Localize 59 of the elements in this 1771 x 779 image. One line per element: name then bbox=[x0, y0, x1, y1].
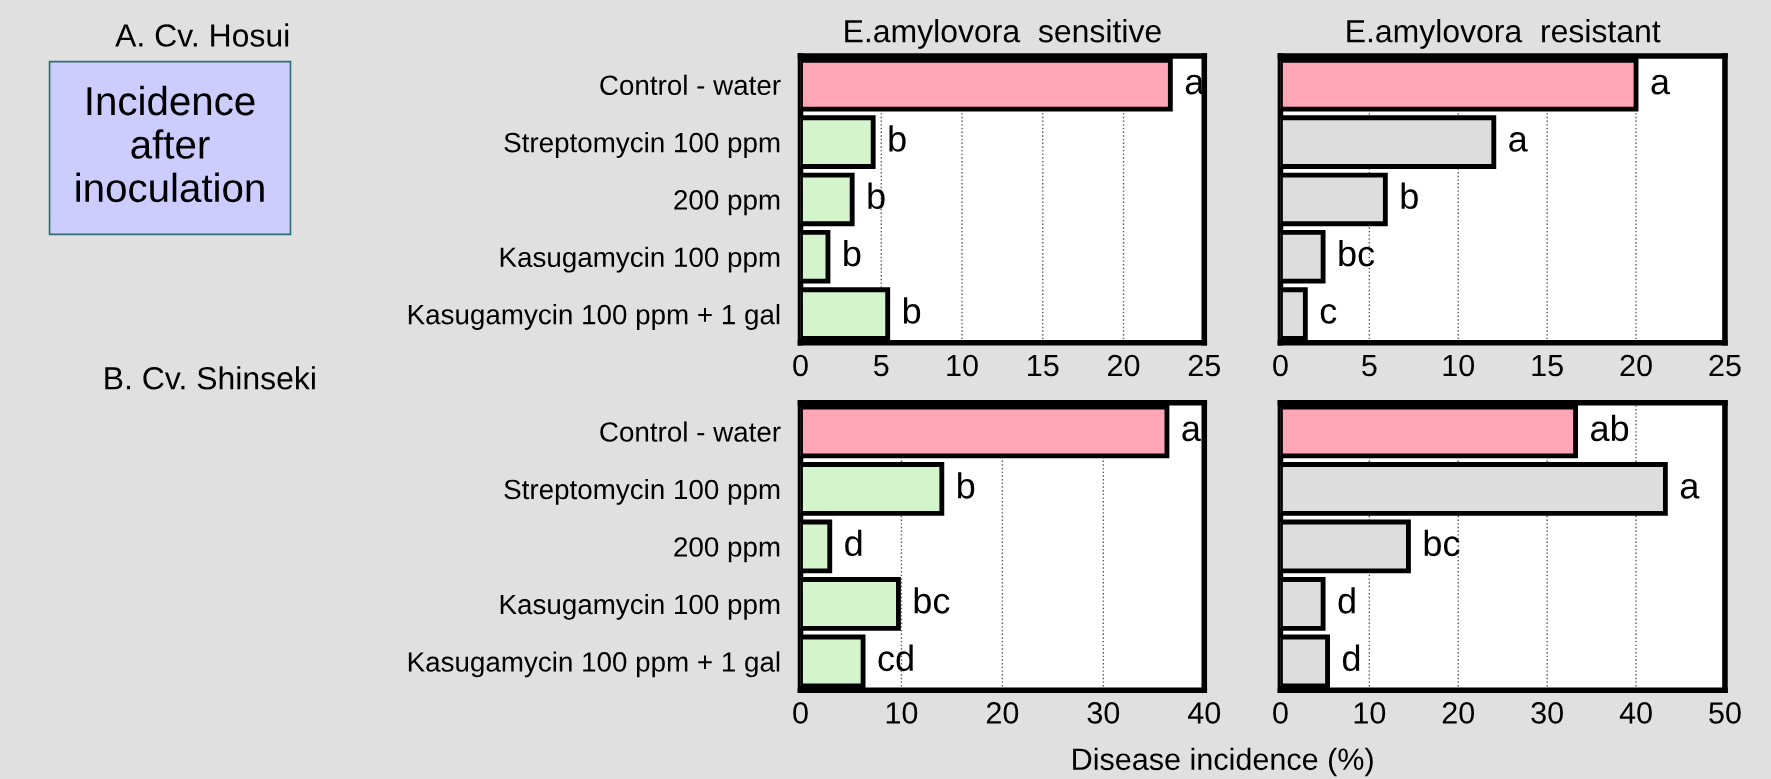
x-tick-label: 0 bbox=[1273, 702, 1288, 724]
data-label: c bbox=[1320, 304, 1337, 324]
x-tick-label: 30 bbox=[1087, 702, 1120, 724]
y-tick-label: Control - water bbox=[600, 421, 781, 442]
x-tick-label: 40 bbox=[1619, 702, 1652, 724]
data-label: b bbox=[868, 182, 885, 210]
data-label: b bbox=[903, 297, 921, 324]
x-tick-label: 0 bbox=[793, 354, 808, 377]
y-tick-label: 200 ppm bbox=[674, 190, 780, 216]
data-label: bc bbox=[1424, 529, 1460, 557]
x-tick-label: 15 bbox=[1028, 354, 1059, 377]
y-tick-label: Kasugamycin 100 ppm bbox=[500, 246, 780, 273]
text: Incidence after inoculation bbox=[76, 85, 264, 203]
x-tick-label: 10 bbox=[1354, 702, 1386, 724]
x-tick-label: 20 bbox=[1108, 354, 1140, 377]
data-label: b bbox=[958, 472, 975, 499]
x-tick-label: 0 bbox=[1273, 354, 1288, 377]
x-tick-label: 25 bbox=[1188, 354, 1220, 377]
data-label: cd bbox=[878, 644, 913, 672]
chart-title: E.amylovora resistant bbox=[1347, 19, 1661, 49]
chart-title: E.amylovora sensitive bbox=[845, 19, 1161, 49]
data-label: b bbox=[844, 239, 861, 267]
data-label: b bbox=[1401, 182, 1418, 210]
x-tick-label: 15 bbox=[1532, 354, 1563, 377]
y-tick-label: Kasugamycin 100 ppm bbox=[500, 593, 780, 620]
y-tick-label: 200 ppm bbox=[674, 537, 780, 563]
x-tick-label: 10 bbox=[1443, 354, 1475, 377]
x-tick-label: 5 bbox=[873, 354, 889, 377]
x-tick-label: 20 bbox=[1620, 354, 1652, 377]
text: B. Cv. Shinseki bbox=[105, 366, 315, 390]
text: A. Cv. Hosui bbox=[115, 23, 289, 47]
data-label: a bbox=[1680, 478, 1700, 499]
x-tick-label: 5 bbox=[1362, 354, 1377, 377]
y-tick-label: Kasugamycin 100 ppm + 1 gal bbox=[408, 304, 780, 330]
x-tick-label: 20 bbox=[986, 702, 1019, 724]
data-label: a bbox=[1185, 74, 1205, 95]
y-tick-label: Control - water bbox=[600, 74, 781, 96]
data-label: a bbox=[1182, 421, 1201, 442]
data-label: bc bbox=[1339, 239, 1375, 267]
data-label: d bbox=[1338, 587, 1355, 614]
data-label: d bbox=[845, 529, 862, 557]
y-tick-label: Streptomycin 100 ppm bbox=[504, 132, 780, 158]
y-tick-label: Kasugamycin 100 ppm + 1 gal bbox=[408, 651, 780, 678]
x-tick-label: 25 bbox=[1709, 354, 1741, 377]
data-label: d bbox=[1342, 644, 1360, 672]
data-label: a bbox=[1509, 132, 1528, 152]
data-label: ab bbox=[1591, 414, 1629, 442]
x-tick-label: 50 bbox=[1709, 702, 1741, 724]
x-tick-label: 20 bbox=[1442, 702, 1475, 724]
x-tick-label: 40 bbox=[1187, 702, 1221, 724]
x-tick-label: 0 bbox=[793, 702, 808, 724]
x-tick-label: 30 bbox=[1531, 702, 1563, 724]
x-axis-title: Disease incidence (%) bbox=[1073, 747, 1373, 777]
data-label: b bbox=[889, 125, 906, 152]
y-tick-label: Streptomycin 100 ppm bbox=[504, 478, 780, 505]
x-tick-label: 10 bbox=[947, 354, 978, 377]
data-label: a bbox=[1651, 74, 1671, 95]
x-tick-label: 10 bbox=[886, 702, 918, 724]
data-label: bc bbox=[914, 587, 950, 614]
